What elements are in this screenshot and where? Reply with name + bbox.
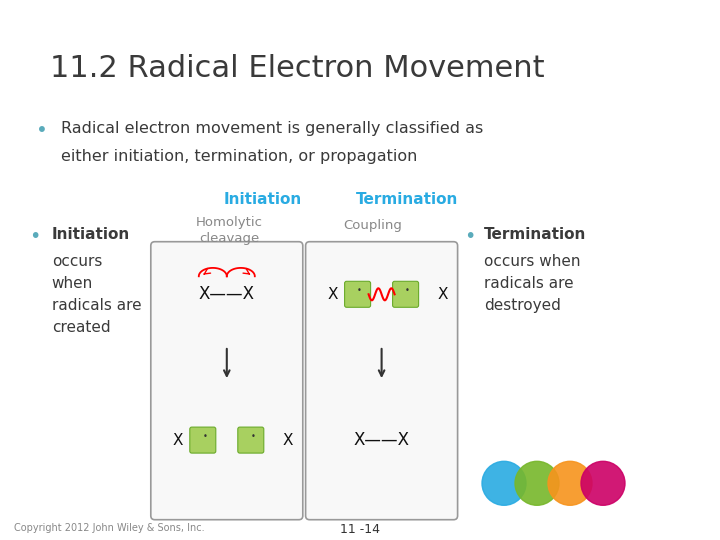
FancyBboxPatch shape (150, 242, 303, 519)
Text: Copyright 2012 John Wiley & Sons, Inc.: Copyright 2012 John Wiley & Sons, Inc. (14, 523, 205, 533)
Text: •: • (29, 227, 40, 246)
FancyBboxPatch shape (345, 281, 371, 307)
Circle shape (581, 461, 625, 505)
Text: either initiation, termination, or propagation: either initiation, termination, or propa… (61, 148, 418, 164)
Text: •: • (36, 122, 48, 140)
Text: X: X (282, 433, 293, 448)
Text: 11.2 Radical Electron Movement: 11.2 Radical Electron Movement (50, 54, 545, 83)
Text: occurs
when
radicals are
created: occurs when radicals are created (52, 254, 141, 335)
FancyBboxPatch shape (238, 427, 264, 453)
Text: Homolytic
cleavage: Homolytic cleavage (195, 216, 263, 245)
Text: Termination: Termination (484, 227, 586, 242)
Text: X: X (437, 287, 448, 302)
Text: •: • (357, 286, 362, 295)
FancyBboxPatch shape (305, 242, 458, 519)
Text: occurs when
radicals are
destroyed: occurs when radicals are destroyed (484, 254, 580, 313)
Text: •: • (405, 286, 410, 295)
Circle shape (482, 461, 526, 505)
Text: •: • (202, 431, 207, 441)
Text: Radical electron movement is generally classified as: Radical electron movement is generally c… (61, 122, 483, 137)
Text: X——X: X——X (354, 431, 410, 449)
Text: X——X: X——X (199, 285, 255, 303)
Text: 11 -14: 11 -14 (340, 523, 380, 536)
Text: X: X (328, 287, 338, 302)
Text: Initiation: Initiation (52, 227, 130, 242)
Text: •: • (251, 431, 255, 441)
FancyBboxPatch shape (392, 281, 418, 307)
Circle shape (548, 461, 592, 505)
Text: •: • (464, 227, 476, 246)
Text: Initiation: Initiation (224, 192, 302, 207)
Text: Termination: Termination (356, 192, 458, 207)
Circle shape (515, 461, 559, 505)
Text: Coupling: Coupling (343, 219, 402, 232)
FancyBboxPatch shape (190, 427, 216, 453)
Text: X: X (173, 433, 183, 448)
